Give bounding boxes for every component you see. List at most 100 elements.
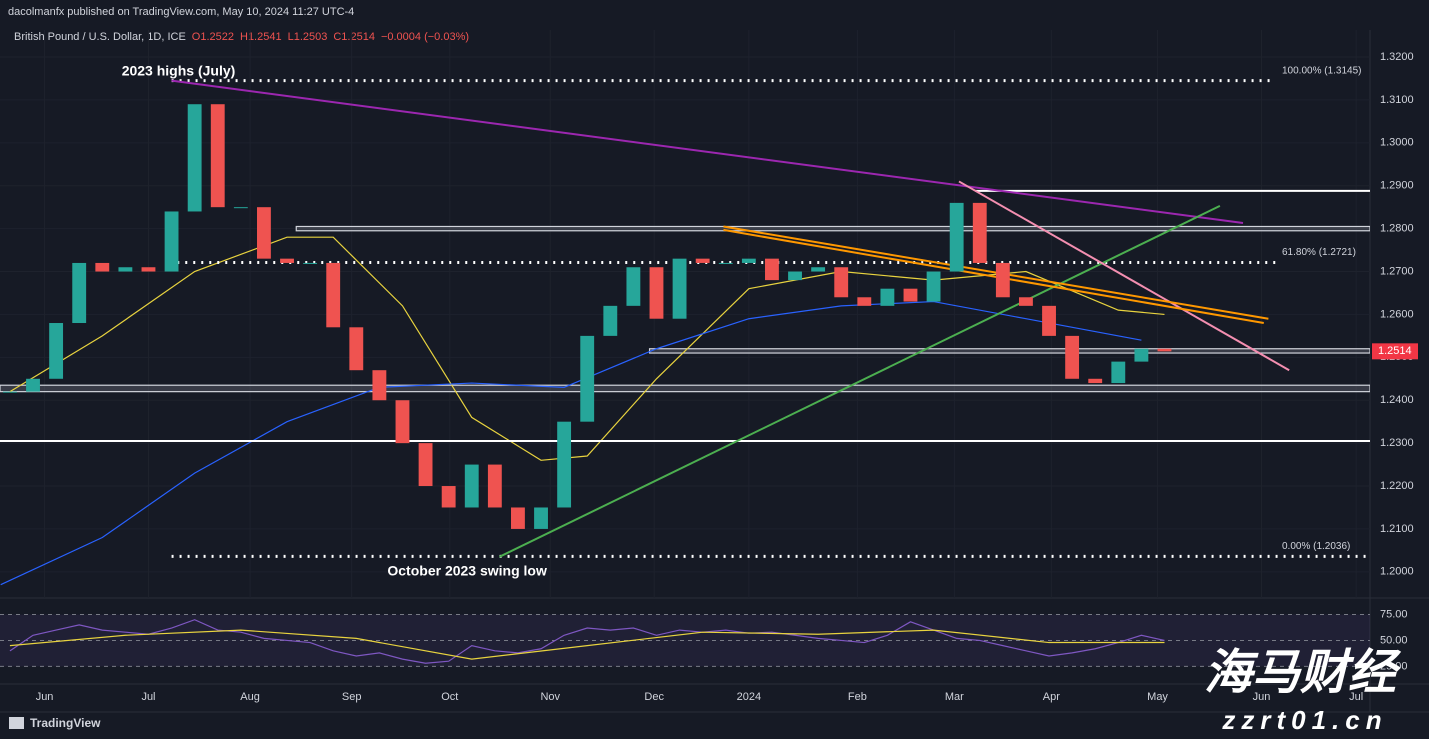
x-tick-label: Jul (141, 691, 155, 703)
rsi-band (0, 614, 1370, 667)
candle (741, 258, 756, 263)
rsi-pane (0, 614, 1370, 667)
candle (141, 267, 156, 272)
moving-average (0, 300, 1142, 586)
candle (857, 297, 872, 306)
x-tick-label: Dec (644, 691, 664, 703)
candle (557, 421, 572, 508)
candle (487, 464, 502, 508)
x-tick-label: Nov (540, 691, 560, 703)
candle (1088, 378, 1103, 384)
logo: TradingView (30, 716, 101, 730)
ohlc-value: L1.2503 (288, 31, 328, 43)
candle (441, 486, 456, 508)
candle (811, 267, 826, 272)
candle (834, 267, 849, 298)
zone (648, 348, 1370, 354)
y-tick-label: 1.3000 (1380, 137, 1414, 149)
ohlc-value: H1.2541 (240, 31, 282, 43)
x-tick-label: Jun (36, 691, 54, 703)
y-tick-label: 1.2800 (1380, 223, 1414, 235)
y-tick-label: 1.2300 (1380, 437, 1414, 449)
candle (580, 335, 595, 422)
candle (1111, 361, 1126, 384)
ohlc-value: C1.2514 (333, 31, 375, 43)
candle (303, 262, 318, 264)
watermark: zzrt01.cn (1221, 705, 1387, 735)
candle (164, 211, 179, 272)
trendline (723, 228, 1264, 324)
candle (788, 271, 802, 281)
candle (1157, 348, 1172, 352)
annotation: October 2023 swing low (387, 563, 547, 579)
rsi-line (9, 619, 1165, 664)
y-tick-label: 1.2100 (1380, 523, 1414, 535)
candle (233, 207, 248, 209)
candle (26, 378, 40, 392)
y-tick-label: 1.2200 (1380, 480, 1414, 492)
zone (0, 384, 1370, 393)
candle (718, 262, 733, 264)
candle (695, 258, 710, 263)
x-tick-label: Sep (342, 691, 362, 703)
level-label: 61.80% (1.2721) (1282, 247, 1356, 258)
candle (187, 104, 202, 212)
candle (926, 271, 941, 302)
trendline (499, 204, 1221, 558)
rsi-tick-label: 75.00 (1380, 608, 1408, 620)
symbol: British Pound / U.S. Dollar, 1D, ICE (14, 31, 186, 43)
candle (1042, 305, 1056, 336)
candle (95, 262, 110, 272)
publisher: dacolmanfx published on TradingView.com,… (8, 6, 354, 18)
trendline (171, 79, 1244, 225)
candle (534, 507, 548, 529)
y-tick-label: 1.2600 (1380, 308, 1414, 320)
rsi-ma (9, 629, 1165, 660)
candle (210, 104, 225, 208)
price-tag-label: 1.2514 (1378, 345, 1412, 357)
watermark: 海马财经 (1204, 647, 1402, 700)
candle (649, 267, 664, 319)
candle (257, 207, 271, 259)
candle (995, 262, 1010, 298)
symbol-info: British Pound / U.S. Dollar, 1D, ICE O1.2… (14, 31, 469, 43)
candle (603, 305, 618, 336)
trendline (958, 180, 1290, 372)
candle (72, 262, 87, 324)
candle (418, 443, 433, 487)
candle (280, 258, 294, 263)
y-tick-label: 1.3100 (1380, 94, 1414, 106)
x-tick-label: May (1147, 691, 1168, 703)
price-tag (1372, 343, 1418, 360)
x-tick-label: Jul (1349, 691, 1363, 703)
candle (1065, 335, 1080, 379)
candle (349, 327, 364, 371)
candle (372, 370, 387, 401)
candle (626, 267, 641, 306)
ohlc-value: O1.2522 (192, 31, 234, 43)
candle (395, 400, 410, 444)
rsi-tick-label: 25.00 (1380, 660, 1408, 672)
candle (511, 507, 525, 529)
x-tick-label: Mar (945, 691, 964, 703)
price-pane (0, 30, 1370, 598)
candle (972, 202, 987, 263)
candle (1134, 348, 1149, 362)
y-tick-label: 1.3200 (1380, 51, 1414, 63)
candle (49, 323, 64, 379)
candle (880, 288, 895, 306)
level-label: 100.00% (1.3145) (1282, 65, 1362, 76)
candle (949, 202, 964, 272)
y-tick-label: 1.2400 (1380, 394, 1414, 406)
y-tick-label: 1.2900 (1380, 180, 1414, 192)
candle (1019, 297, 1033, 306)
candle (118, 267, 133, 272)
zone (295, 225, 1370, 232)
y-tick-label: 1.2000 (1380, 566, 1414, 578)
x-tick-label: Aug (240, 691, 260, 703)
y-tick-label: 1.2700 (1380, 265, 1414, 277)
candle (765, 258, 779, 281)
candle (464, 464, 479, 508)
candle (3, 391, 17, 393)
